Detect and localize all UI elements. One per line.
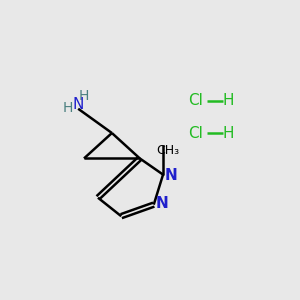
Text: N: N [165, 168, 178, 183]
Text: Cl: Cl [188, 93, 203, 108]
Text: N: N [73, 97, 84, 112]
Text: H: H [62, 101, 73, 115]
Text: N: N [155, 196, 168, 211]
Text: Cl: Cl [188, 125, 203, 140]
Text: H: H [222, 125, 234, 140]
Text: H: H [79, 89, 89, 103]
Text: CH₃: CH₃ [156, 144, 179, 157]
Text: H: H [222, 93, 234, 108]
